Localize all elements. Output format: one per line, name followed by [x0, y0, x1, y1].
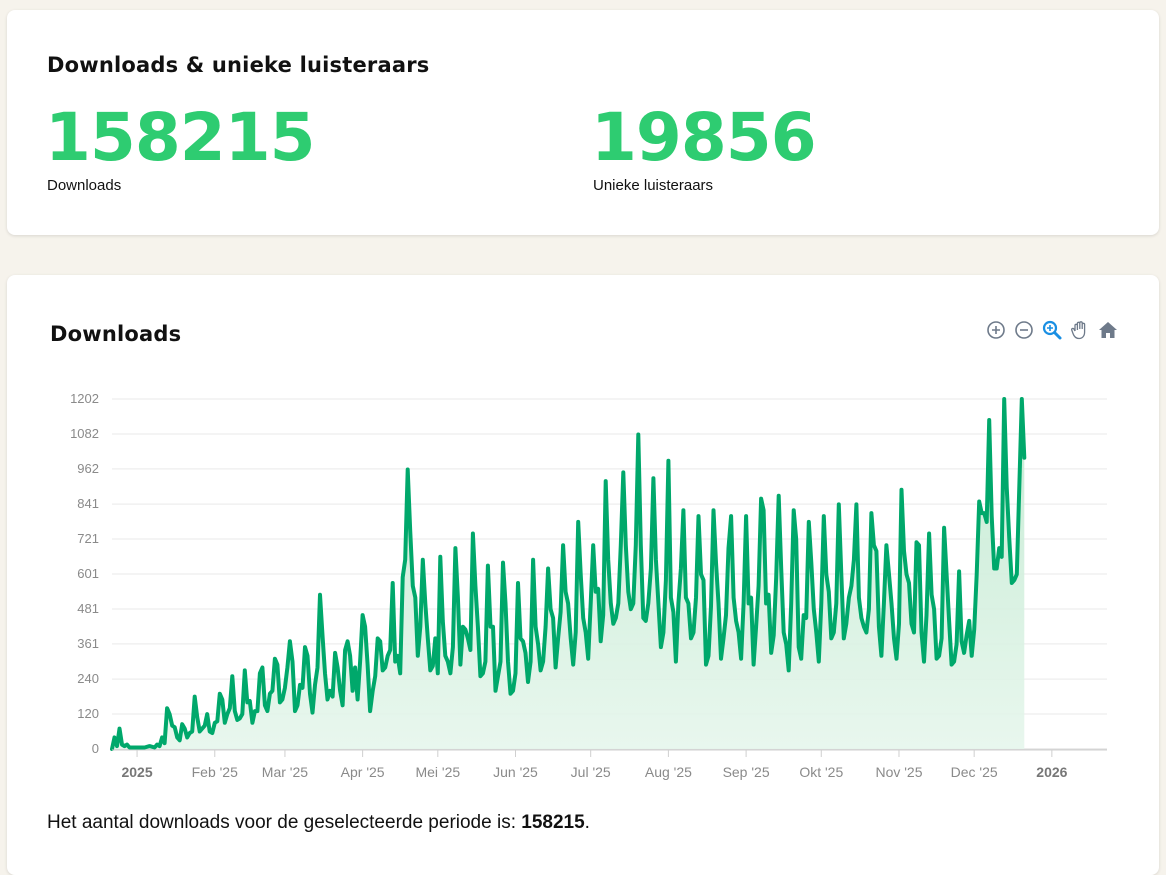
y-tick-label: 721	[77, 531, 99, 546]
selection-zoom-icon[interactable]	[1041, 319, 1063, 341]
x-tick-label: Okt '25	[799, 764, 843, 780]
pan-hand-icon[interactable]	[1069, 319, 1091, 341]
y-axis: 0 120 240 361 481 601 721 841 962 1082 1202	[70, 391, 99, 756]
y-tick-label: 601	[77, 566, 99, 581]
x-axis: 2025 Feb '25 Mar '25 Apr '25 Mei '25 Jun '25 J…	[112, 749, 1107, 780]
x-tick-label: Jul '25	[571, 764, 611, 780]
stats-title: Downloads & unieke luisteraars	[47, 53, 430, 77]
y-tick-label: 481	[77, 601, 99, 616]
series-line	[110, 397, 1027, 751]
y-tick-label: 120	[77, 706, 99, 721]
y-tick-label: 0	[92, 741, 99, 756]
summary-suffix: .	[584, 812, 590, 833]
summary-prefix: Het aantal downloads voor de geselecteer…	[47, 812, 522, 833]
listeners-label: Unieke luisteraars	[593, 177, 714, 194]
listeners-value: 19856	[591, 99, 817, 176]
x-tick-label: Dec '25	[951, 764, 998, 780]
chart-area	[112, 399, 1025, 749]
chart-card: Downloads 0 120 240 361 481 601 721 841 962 1082 1…	[7, 275, 1159, 875]
x-tick-label: Mar '25	[262, 764, 308, 780]
x-tick-label: Mei '25	[415, 764, 460, 780]
downloads-value: 158215	[45, 99, 316, 176]
y-tick-label: 361	[77, 636, 99, 651]
x-tick-label: Aug '25	[645, 764, 692, 780]
summary-text: Het aantal downloads voor de geselecteer…	[47, 812, 590, 834]
y-tick-label: 1082	[70, 426, 99, 441]
x-tick-label: Jun '25	[493, 764, 538, 780]
x-tick-label: 2026	[1036, 764, 1067, 780]
reset-home-icon[interactable]	[1097, 319, 1119, 341]
chart-toolbar	[985, 319, 1119, 341]
x-tick-label: Feb '25	[192, 764, 238, 780]
zoom-in-icon[interactable]	[985, 319, 1007, 341]
x-tick-label: 2025	[121, 764, 152, 780]
zoom-out-icon[interactable]	[1013, 319, 1035, 341]
x-tick-label: Sep '25	[723, 764, 770, 780]
y-tick-label: 240	[77, 671, 99, 686]
y-tick-label: 962	[77, 461, 99, 476]
x-tick-label: Apr '25	[341, 764, 385, 780]
chart-line	[110, 397, 1027, 751]
summary-value: 158215	[521, 812, 585, 833]
downloads-chart[interactable]: 0 120 240 361 481 601 721 841 962 1082 1202 2025 Fe…	[7, 275, 1159, 795]
area-fill	[112, 399, 1025, 749]
x-tick-label: Nov '25	[875, 764, 922, 780]
y-tick-label: 841	[77, 496, 99, 511]
stats-card: Downloads & unieke luisteraars 158215 Do…	[7, 10, 1159, 235]
y-tick-label: 1202	[70, 391, 99, 406]
chart-title: Downloads	[50, 322, 182, 346]
downloads-label: Downloads	[47, 177, 122, 194]
